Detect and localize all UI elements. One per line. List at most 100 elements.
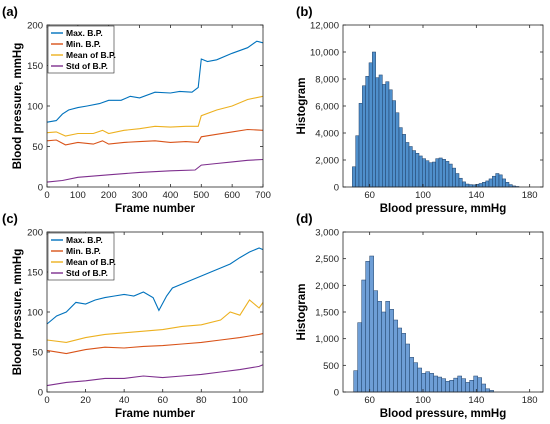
x-tick-label: 400 — [162, 190, 178, 201]
panel-a: (a) 0 100 200 300 400 500 600 700 0 50 100 150 200 Fra… — [2, 4, 271, 215]
histogram-bar — [352, 166, 356, 188]
histogram-bar — [433, 375, 438, 393]
x-tick-label: 60 — [157, 395, 168, 406]
y-tick-label: 0 — [334, 388, 339, 399]
histogram-bar — [353, 370, 358, 393]
y-axis-label: Histogram — [296, 284, 308, 341]
histogram-bar — [375, 77, 380, 188]
histogram-bar — [442, 159, 446, 188]
histogram-bar — [412, 150, 416, 188]
histogram-bar — [415, 153, 420, 188]
histogram-bar — [397, 327, 402, 393]
legend-entry: Mean of B.P. — [66, 257, 116, 267]
y-tick-label: 2,000 — [315, 281, 339, 292]
histogram-bar — [461, 378, 466, 393]
y-axis-label: Blood pressure, mmHg — [12, 249, 24, 376]
y-tick-label: 150 — [27, 268, 43, 279]
histogram-bar — [365, 261, 370, 393]
x-tick-label: 700 — [255, 190, 271, 201]
histogram-bar — [385, 301, 390, 393]
histogram-bar — [473, 375, 478, 393]
histogram-bar — [405, 343, 410, 393]
y-tick-label: 150 — [27, 61, 43, 72]
legend-entry: Min. B.P. — [66, 39, 101, 49]
y-tick-label: 0 — [38, 183, 43, 194]
series-line-2 — [46, 333, 264, 355]
legend-entry: Max. B.P. — [66, 28, 103, 38]
legend-entry: Max. B.P. — [66, 235, 103, 245]
x-tick-label: 60 — [364, 190, 375, 201]
histogram-bar — [435, 158, 440, 188]
x-tick-label: 20 — [80, 395, 91, 406]
histogram-bar — [452, 167, 456, 188]
y-tick-label: 200 — [27, 21, 43, 32]
histogram-bar — [368, 62, 373, 188]
histogram-bar — [469, 380, 474, 393]
histogram-bar — [488, 178, 493, 188]
histogram-bar — [378, 74, 383, 188]
x-tick-label: 180 — [522, 395, 538, 406]
x-tick-label: 140 — [468, 395, 484, 406]
histogram-bar — [478, 183, 483, 188]
histogram-bar — [462, 181, 466, 188]
histogram-bar — [465, 382, 470, 393]
histogram-bar — [465, 183, 470, 188]
histogram-bar — [385, 81, 390, 188]
histogram-bar — [432, 161, 436, 188]
series-line-4 — [46, 364, 264, 387]
histogram-bar — [505, 182, 510, 188]
legend-entry: Std of B.P. — [66, 268, 108, 278]
histogram-bar — [357, 322, 362, 393]
x-tick-label: 0 — [44, 395, 49, 406]
y-tick-label: 0 — [334, 183, 339, 194]
x-tick-label: 100 — [232, 395, 248, 406]
legend-box — [47, 232, 115, 281]
histogram-bar — [389, 309, 394, 393]
y-axis-label: Histogram — [296, 78, 308, 135]
x-tick-label: 180 — [522, 190, 538, 201]
histogram-bar — [481, 383, 486, 393]
panel-d: (d) 60 100 140 180 0 500 1,000 1,500 2,000 2,500 3,… — [296, 211, 544, 420]
histogram-bar — [402, 134, 406, 188]
series-line-2 — [46, 128, 264, 146]
histogram-bar — [388, 89, 393, 188]
histogram-bar — [421, 373, 426, 393]
histogram-bar — [395, 112, 400, 188]
histogram-bar — [417, 367, 422, 393]
x-tick-label: 100 — [70, 190, 86, 201]
histogram-bar — [409, 357, 414, 393]
histogram-bar — [401, 333, 406, 393]
series-line-3 — [46, 95, 264, 137]
series-line-4 — [46, 158, 264, 183]
y-tick-label: 50 — [32, 142, 43, 153]
x-axis-label: Frame number — [115, 203, 195, 215]
panel-label: (a) — [2, 4, 18, 19]
histogram-bar — [381, 311, 386, 393]
x-axis-label: Blood pressure, mmHg — [380, 203, 507, 215]
histogram-bar — [355, 135, 360, 188]
histogram-bar — [448, 163, 453, 188]
series-line-1 — [46, 40, 264, 123]
x-tick-label: 80 — [196, 395, 207, 406]
histogram-bar — [457, 375, 462, 393]
y-tick-label: 10,000 — [310, 48, 339, 59]
legend-entry: Std of B.P. — [66, 61, 108, 71]
y-tick-label: 2,500 — [315, 254, 339, 265]
histogram-bar — [358, 103, 363, 188]
histogram-bar — [373, 290, 378, 393]
histogram-bar — [382, 84, 386, 188]
panel-label: (c) — [2, 211, 18, 226]
x-axis-label: Blood pressure, mmHg — [380, 408, 507, 420]
histogram-bar — [365, 76, 370, 188]
x-tick-label: 140 — [468, 190, 484, 201]
histogram-bar — [392, 100, 396, 188]
histogram-bar — [413, 362, 418, 393]
histogram-bar — [482, 182, 486, 188]
panel-b: (b) 60 100 140 180 0 2,000 4,000 6,000 8,000 10,00… — [296, 4, 544, 215]
series-line-1 — [46, 247, 264, 325]
histogram-bar — [492, 175, 496, 188]
legend-entry: Mean of B.P. — [66, 50, 116, 60]
panel-label: (b) — [296, 4, 313, 19]
histogram-bar — [498, 174, 503, 188]
